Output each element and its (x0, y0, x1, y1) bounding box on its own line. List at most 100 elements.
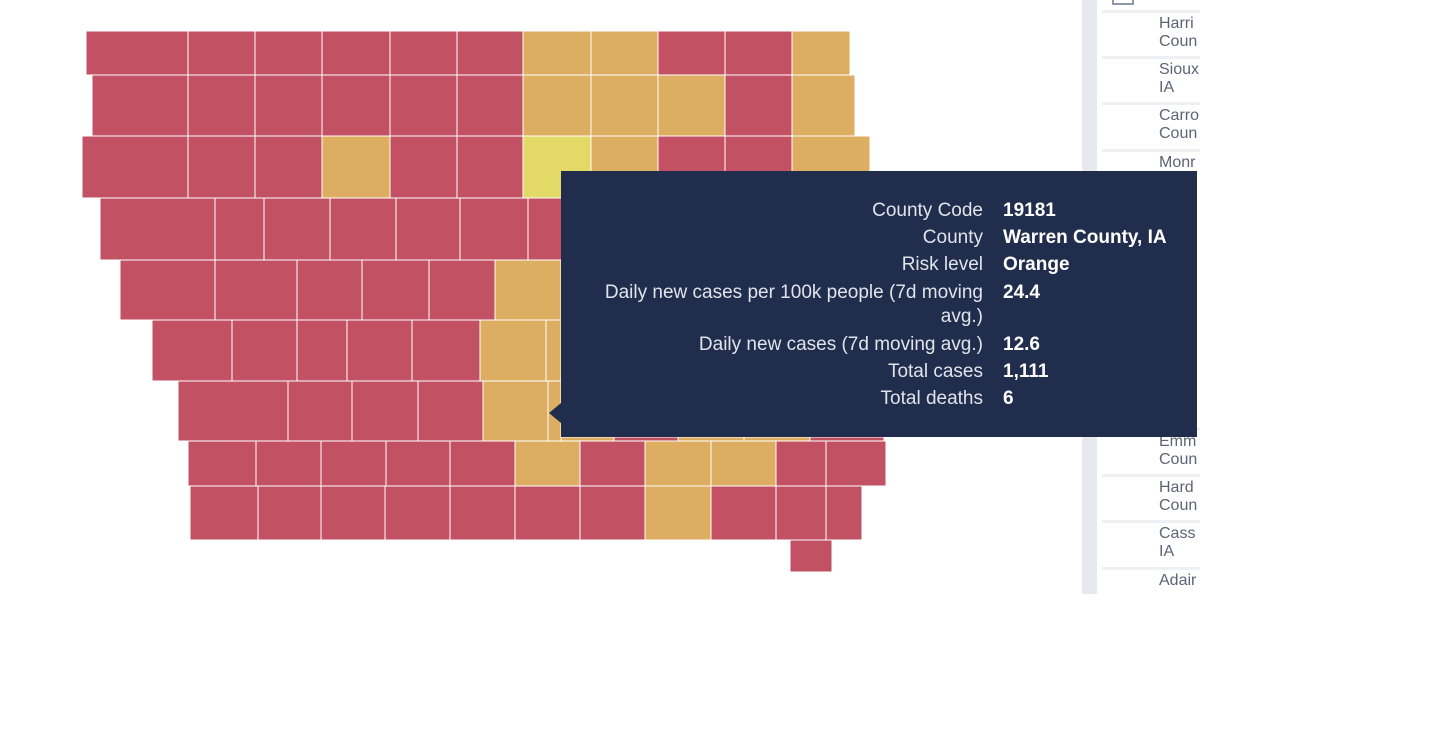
county-shape[interactable] (254, 135, 323, 199)
county-shape[interactable] (214, 197, 265, 261)
county-shape[interactable] (456, 135, 524, 199)
county-shape[interactable] (321, 135, 391, 199)
county-shape[interactable] (81, 135, 189, 199)
county-shape[interactable] (482, 380, 549, 442)
county-shape[interactable] (789, 539, 833, 573)
county-shape[interactable] (329, 197, 397, 261)
county-shape[interactable] (214, 259, 298, 321)
county-shape[interactable] (189, 485, 259, 541)
county-shape[interactable] (411, 319, 481, 382)
county-shape[interactable] (99, 197, 216, 261)
county-shape[interactable] (657, 30, 726, 76)
tooltip-key: Daily new cases (7d moving avg.) (698, 334, 983, 355)
county-shape[interactable] (151, 319, 233, 382)
county-shape[interactable] (522, 30, 592, 76)
list-item[interactable]: Cass IA (1102, 520, 1200, 563)
county-shape[interactable] (724, 74, 793, 137)
tooltip-key: County (922, 227, 983, 248)
county-shape[interactable] (677, 436, 745, 442)
tooltip-value: 19181 (1003, 200, 1056, 221)
county-shape[interactable] (545, 319, 562, 382)
county-shape[interactable] (255, 440, 322, 487)
county-tooltip: County Code 19181 County Warren County, … (549, 171, 1197, 437)
county-shape[interactable] (91, 74, 189, 137)
list-item[interactable]: Harri Coun (1102, 10, 1200, 53)
county-shape[interactable] (590, 30, 659, 76)
county-shape[interactable] (644, 485, 712, 541)
list-item[interactable]: Hard Coun (1102, 474, 1200, 517)
county-shape[interactable] (177, 380, 289, 442)
county-shape[interactable] (321, 30, 391, 76)
county-shape[interactable] (613, 436, 679, 442)
county-shape[interactable] (296, 259, 363, 321)
tooltip-value: 6 (1003, 388, 1014, 409)
county-shape[interactable] (449, 485, 516, 541)
county-shape[interactable] (514, 485, 581, 541)
list-item[interactable]: Carro Coun (1102, 102, 1200, 145)
county-shape[interactable] (389, 74, 458, 137)
county-shape[interactable] (231, 319, 298, 382)
list-item-label: Sioux IA (1159, 61, 1200, 96)
county-shape[interactable] (791, 74, 856, 137)
county-shape[interactable] (385, 440, 451, 487)
county-shape[interactable] (187, 74, 256, 137)
county-shape[interactable] (287, 380, 353, 442)
county-shape[interactable] (187, 30, 256, 76)
county-layer[interactable] (81, 30, 1080, 573)
county-shape[interactable] (657, 74, 726, 137)
county-shape[interactable] (351, 380, 419, 442)
county-shape[interactable] (560, 436, 615, 442)
tooltip-key: County Code (872, 200, 983, 221)
county-shape[interactable] (254, 30, 323, 76)
tooltip-pointer (549, 403, 561, 423)
county-shape[interactable] (85, 30, 189, 76)
county-shape[interactable] (456, 30, 524, 76)
county-shape[interactable] (494, 259, 562, 321)
county-shape[interactable] (417, 380, 484, 442)
list-item-label: Hard Coun (1159, 479, 1198, 514)
county-shape[interactable] (296, 319, 348, 382)
tooltip-value: 1,111 (1003, 361, 1049, 382)
county-shape[interactable] (320, 485, 386, 541)
county-shape[interactable] (825, 485, 863, 541)
county-shape[interactable] (644, 440, 712, 487)
county-shape[interactable] (825, 440, 887, 487)
tooltip-value: 12.6 (1003, 334, 1040, 355)
county-shape[interactable] (590, 74, 659, 137)
county-shape[interactable] (775, 440, 827, 487)
iowa-county-map[interactable] (0, 0, 1080, 600)
county-shape[interactable] (428, 259, 496, 321)
county-shape[interactable] (809, 436, 885, 442)
county-shape[interactable] (710, 440, 777, 487)
county-shape[interactable] (187, 135, 256, 199)
county-shape[interactable] (514, 440, 581, 487)
county-shape[interactable] (187, 440, 257, 487)
county-shape[interactable] (710, 485, 777, 541)
list-item[interactable]: Adair (1102, 567, 1200, 594)
county-shape[interactable] (361, 259, 430, 321)
county-shape[interactable] (459, 197, 529, 261)
county-shape[interactable] (389, 30, 458, 76)
county-shape[interactable] (775, 485, 827, 541)
county-shape[interactable] (743, 436, 811, 442)
county-shape[interactable] (456, 74, 524, 137)
list-item[interactable]: Sioux IA (1102, 56, 1200, 99)
list-item-label: Emm Coun (1159, 433, 1198, 468)
county-shape[interactable] (522, 74, 592, 137)
county-shape[interactable] (254, 74, 323, 137)
county-shape[interactable] (724, 30, 793, 76)
county-shape[interactable] (389, 135, 458, 199)
county-shape[interactable] (579, 440, 646, 487)
county-shape[interactable] (321, 74, 391, 137)
county-shape[interactable] (579, 485, 646, 541)
county-shape[interactable] (384, 485, 451, 541)
county-shape[interactable] (791, 30, 851, 76)
county-shape[interactable] (449, 440, 516, 487)
county-shape[interactable] (346, 319, 413, 382)
county-shape[interactable] (257, 485, 322, 541)
county-shape[interactable] (320, 440, 387, 487)
county-shape[interactable] (395, 197, 461, 261)
county-shape[interactable] (479, 319, 547, 382)
county-shape[interactable] (119, 259, 216, 321)
county-shape[interactable] (263, 197, 331, 261)
